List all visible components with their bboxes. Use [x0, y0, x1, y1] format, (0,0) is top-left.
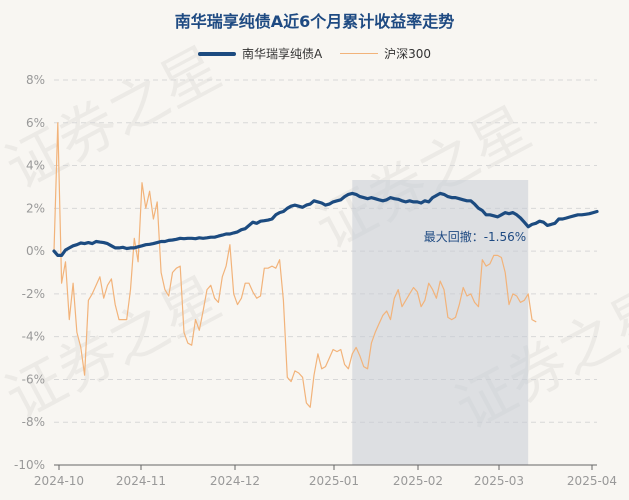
- drawdown-layer: [352, 180, 529, 465]
- x-tick-label: 2024-10: [34, 474, 84, 488]
- y-tick-label: 4%: [26, 159, 45, 173]
- y-tick-label: -2%: [22, 287, 45, 301]
- y-tick-label: -4%: [22, 330, 45, 344]
- series-line-hs300: [53, 122, 537, 408]
- drawdown-label: 最大回撤：-1.56%: [424, 229, 526, 244]
- x-tick-label: 2025-04: [567, 474, 617, 488]
- x-tick-label: 2025-03: [474, 474, 524, 488]
- chart-legend: 南华瑞享纯债A 沪深300: [0, 45, 629, 62]
- x-tick-label: 2024-11: [116, 474, 166, 488]
- annotation-layer: 最大回撤：-1.56%: [424, 229, 526, 244]
- y-tick-label: 0%: [26, 244, 45, 258]
- y-tick-label: 2%: [26, 201, 45, 215]
- legend-swatch-hs300: [340, 53, 379, 54]
- legend-label-hs300: 沪深300: [384, 47, 432, 61]
- y-tick-label: -8%: [22, 415, 45, 429]
- y-axis: 8% 6% 4% 2% 0% -2% -4% -6% -8% -10%: [14, 73, 45, 472]
- x-tick-label: 2025-02: [393, 474, 443, 488]
- series-layer: [52, 122, 599, 408]
- y-tick-label: 6%: [26, 116, 45, 130]
- x-axis: 2024-10 2024-11 2024-12 2025-01 2025-02 2025-…: [34, 464, 617, 488]
- legend-item-hs300[interactable]: 沪深300: [340, 45, 431, 62]
- legend-item-fund[interactable]: 南华瑞享纯债A: [197, 45, 323, 62]
- x-tick-label: 2024-12: [210, 474, 260, 488]
- y-tick-label: 8%: [26, 73, 45, 87]
- y-tick-label: -6%: [22, 372, 45, 386]
- x-tick-label: 2025-01: [309, 474, 359, 488]
- chart-title: 南华瑞享纯债A近6个月累计收益率走势: [174, 12, 455, 31]
- legend-label-fund: 南华瑞享纯债A: [241, 47, 323, 61]
- drawdown-region: [352, 180, 529, 465]
- series-line-fund: [52, 191, 599, 257]
- y-tick-label: -10%: [14, 458, 45, 472]
- legend-swatch-fund: [197, 51, 236, 56]
- watermark-layer: 证券之星证券之星证券之星证券之星: [0, 33, 629, 442]
